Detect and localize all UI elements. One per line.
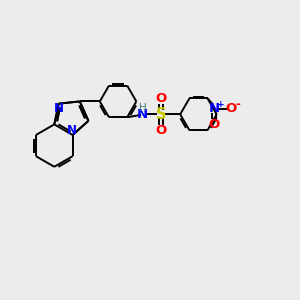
- Text: O: O: [155, 92, 166, 105]
- Text: -: -: [235, 98, 240, 111]
- Text: O: O: [208, 118, 220, 131]
- Text: N: N: [54, 102, 64, 115]
- Text: +: +: [217, 100, 224, 109]
- Text: S: S: [155, 107, 166, 122]
- Text: N: N: [137, 107, 148, 121]
- Text: N: N: [67, 124, 77, 137]
- Text: O: O: [226, 102, 237, 115]
- Text: H: H: [139, 103, 147, 112]
- Text: N: N: [208, 102, 220, 115]
- Text: O: O: [155, 124, 166, 137]
